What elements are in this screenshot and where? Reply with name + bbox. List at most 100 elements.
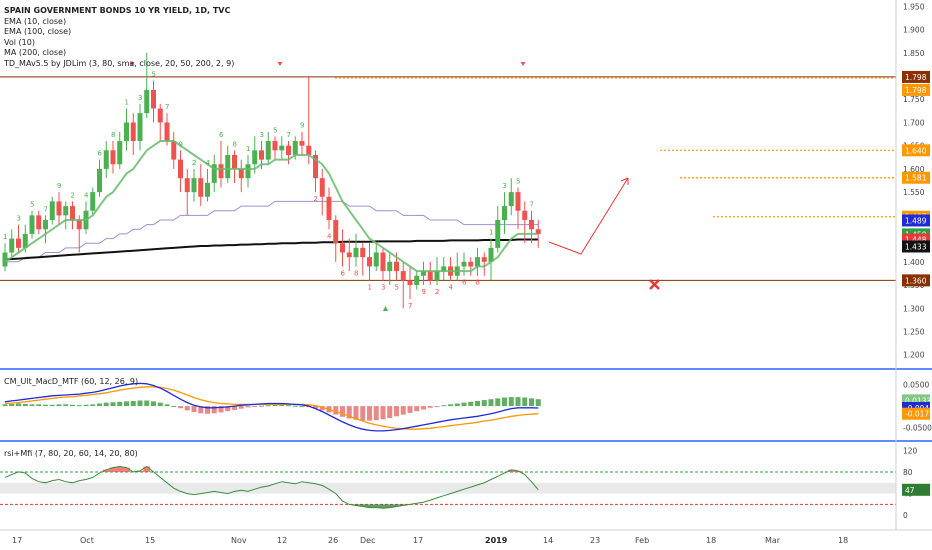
td-count-label: 2	[314, 195, 318, 203]
macd-histogram-bar	[56, 404, 62, 407]
candle-body	[353, 247, 359, 258]
candle-body	[488, 247, 494, 262]
macd-histogram-bar	[488, 399, 494, 407]
td-count-label: 5	[152, 71, 156, 79]
macd-histogram-bar	[225, 406, 231, 412]
macd-histogram-bar	[522, 397, 528, 407]
arrow-down-icon	[277, 62, 283, 66]
candle-body	[225, 154, 231, 179]
level-price-tag: 1.798	[902, 83, 930, 96]
candle-body	[164, 122, 170, 142]
rsi-tick-label: 120	[903, 446, 918, 455]
price-tick-label: 1.900	[903, 26, 925, 35]
td-count-label: 1	[489, 229, 493, 237]
candle-body	[117, 141, 123, 165]
candle-body	[319, 178, 325, 197]
macd-histogram-bar	[9, 403, 15, 407]
candle-body	[272, 141, 278, 151]
macd-histogram-bar	[387, 406, 393, 419]
candle-body	[529, 220, 534, 230]
candle-body	[387, 261, 393, 272]
indicator-price-tag: 1.489	[902, 214, 930, 227]
candle-body	[22, 233, 28, 248]
candle-body	[535, 229, 541, 234]
macd-signal-line	[4, 386, 539, 430]
rsi-label[interactable]: rsi+Mfi (7, 80, 20, 60, 14, 20, 80)	[4, 449, 138, 458]
panel-dividers[interactable]	[0, 0, 932, 531]
macd-histogram-bar	[151, 401, 156, 407]
price-tick-label: 1.750	[903, 95, 925, 104]
legend-ma200[interactable]: MA (200, close)	[4, 48, 67, 57]
time-tick-label: Mar	[765, 536, 781, 545]
td-count-label: 4	[327, 232, 332, 240]
time-axis[interactable]: 17 Oct 15 Nov 12 26 Dec 17 2019 14 23 Feb 18 Mar 18	[12, 536, 848, 545]
candle-body	[502, 206, 507, 220]
candle-body	[407, 280, 413, 286]
td-count-label: 5	[273, 126, 277, 134]
macd-histogram-bar	[421, 406, 426, 410]
candle-body	[475, 257, 480, 267]
candle-body	[9, 238, 15, 253]
macd-histogram-bar	[407, 406, 413, 413]
macd-histogram-bar	[508, 397, 514, 407]
macd-histogram-bar	[198, 406, 204, 414]
candle-body	[299, 141, 305, 146]
value-tag-text: -0.0179	[905, 410, 932, 419]
candle-body	[232, 154, 237, 169]
macd-histogram-bar	[286, 405, 291, 407]
candle-body	[522, 210, 528, 220]
candle-body	[137, 113, 143, 142]
projection-path	[548, 177, 629, 255]
ema100-line	[5, 200, 539, 263]
td-count-label: 3	[503, 182, 507, 190]
candle-body	[191, 178, 197, 193]
time-tick-label: 2019	[485, 536, 508, 545]
value-tag-text: 0.0133	[905, 396, 931, 405]
macd-histogram-bar	[414, 406, 420, 412]
price-tick-label: 1.250	[903, 327, 925, 336]
macd-histogram-bar	[380, 406, 386, 420]
x-mark-icon	[649, 279, 660, 290]
macd-histogram-bar	[252, 406, 258, 408]
td-count-label: 2	[192, 159, 196, 167]
price-panel: 1.9501.9001.8501.8001.7501.7001.6501.600…	[0, 2, 930, 360]
macd-label[interactable]: CM_Ult_MacD_MTF (60, 12, 26, 9)	[4, 377, 139, 386]
legend-vol[interactable]: Vol (10)	[4, 37, 35, 47]
legend-ema10[interactable]: EMA (10, close)	[4, 16, 67, 26]
macd-histogram-bar	[103, 402, 109, 407]
macd-histogram-bar	[441, 405, 447, 407]
candle-body	[29, 215, 35, 234]
macd-histogram-bar	[400, 406, 406, 415]
candle-body	[90, 192, 96, 211]
macd-histogram-bar	[454, 403, 460, 407]
macd-histogram-bar	[481, 400, 487, 407]
rsi-overbought-fill	[102, 466, 522, 472]
td-count-label: 9	[179, 140, 183, 148]
macd-histogram-bar	[360, 406, 366, 421]
candle-body	[313, 154, 318, 179]
time-tick-label: 17	[12, 536, 22, 545]
td-count-label: 4	[206, 159, 211, 167]
time-tick-label: 18	[706, 536, 716, 545]
candle-body	[144, 89, 150, 114]
macd-histogram-bar	[117, 401, 123, 407]
time-tick-label: Nov	[231, 536, 247, 545]
td-count-label: 6	[462, 279, 467, 287]
macd-histogram-bar	[313, 406, 318, 409]
candle-body	[178, 159, 183, 179]
macd-histogram-bar	[124, 401, 129, 407]
td-count-label: 4	[84, 191, 89, 199]
price-tick-label: 1.300	[903, 304, 925, 313]
candle-body	[461, 261, 467, 267]
td-count-label: 9	[422, 288, 426, 296]
candle-body	[515, 192, 521, 211]
td-count-label: 3	[260, 131, 264, 139]
value-tag-text: 1.798	[905, 73, 927, 82]
td-count-label: 3	[17, 215, 21, 223]
legend-td[interactable]: TD_MAv5.5 by JDLim (3, 80, sma, close, 2…	[4, 58, 235, 68]
rsi-line	[4, 465, 539, 509]
legend-ema100[interactable]: EMA (100, close)	[4, 27, 72, 36]
macd-histogram-bar	[164, 404, 170, 407]
time-tick-label: Feb	[635, 536, 649, 545]
